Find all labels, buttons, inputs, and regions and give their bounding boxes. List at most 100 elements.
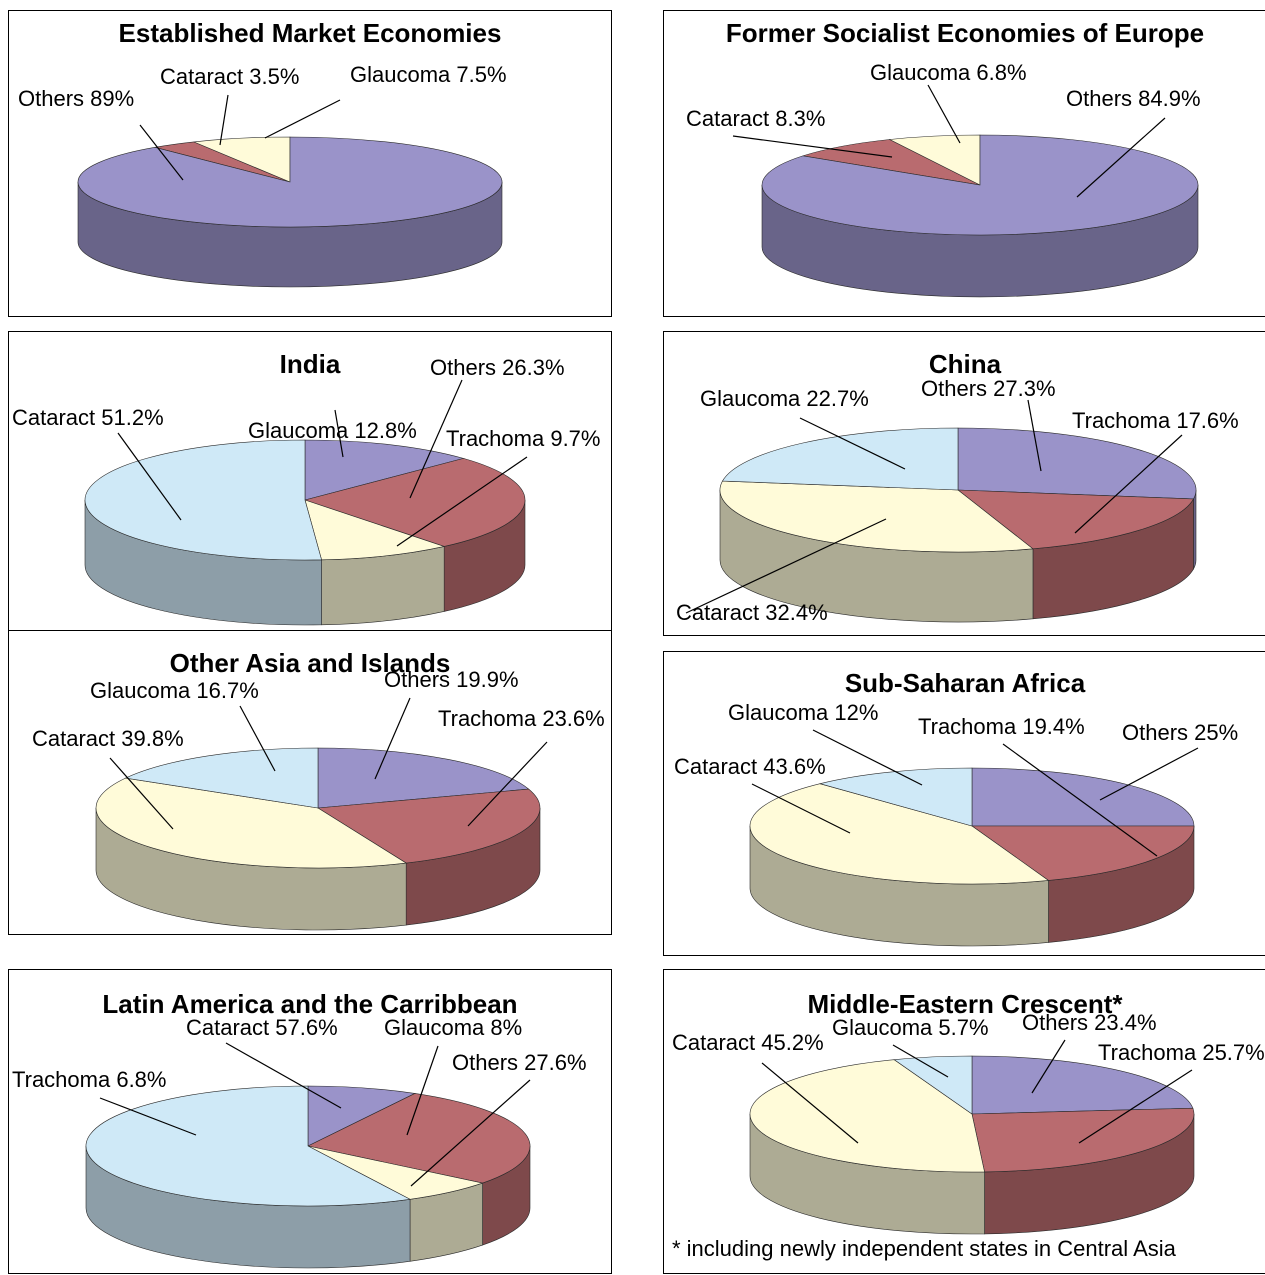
slice-label-glaucoma: Glaucoma 6.8% (870, 60, 1027, 85)
pie-chart-5: Sub-Saharan Africa Others 25% Trachoma 19.… (674, 668, 1238, 947)
chart-title: Established Market Economies (119, 18, 502, 48)
pie-group (95, 747, 541, 931)
slice-label-glaucoma: Glaucoma 12.8% (248, 418, 417, 443)
chart-panel-latin-america: Latin America and the Carribbean Glaucoma… (8, 969, 612, 1274)
slice-label-trachoma: Trachoma 17.6% (1072, 408, 1239, 433)
slice-label-cataract: Cataract 8.3% (686, 106, 825, 131)
pie-slice-cataract (749, 1059, 985, 1173)
leader-line (799, 417, 906, 470)
slice-label-cataract: Cataract 3.5% (160, 64, 299, 89)
slice-label-glaucoma: Glaucoma 16.7% (90, 678, 259, 703)
chart-panel-india: India Glaucoma 12.8% Others 26.3% Trachoma … (8, 331, 612, 631)
chart-title: Latin America and the Carribbean (102, 989, 517, 1019)
pie-slice-glaucoma (193, 136, 291, 183)
pie-group (749, 1055, 1195, 1235)
leader-line (264, 99, 341, 139)
slice-label-glaucoma: Glaucoma 22.7% (700, 386, 869, 411)
chart-title: India (280, 349, 341, 379)
slice-label-glaucoma: Glaucoma 7.5% (350, 62, 507, 87)
pie-slice-glaucoma (124, 747, 319, 809)
leader-line (1027, 399, 1042, 472)
chart-panel-other-asia: Other Asia and Islands Others 19.9% Tracho… (8, 630, 612, 935)
leader-line (1031, 1039, 1066, 1094)
slice-label-cataract: Cataract 57.6% (186, 1015, 338, 1040)
pie-slice-others (971, 767, 1195, 827)
slice-label-others: Others 27.6% (452, 1050, 587, 1075)
chart-title: Middle-Eastern Crescent* (808, 989, 1124, 1019)
pie-slice-glaucoma (721, 427, 959, 491)
leader-line (396, 456, 528, 547)
pie-slice-cataract (749, 783, 1050, 885)
leader-line (239, 705, 276, 772)
pie-slice-side-others (1193, 489, 1197, 571)
pie-slice-cataract (719, 480, 1034, 553)
pie-slice-others (957, 427, 1197, 500)
leader-line (139, 124, 184, 181)
slice-label-glaucoma: Glaucoma 8% (384, 1015, 522, 1040)
pie-slice-glaucoma (893, 1055, 973, 1115)
footnote: * including newly independent states in … (672, 1236, 1176, 1261)
leader-line (1076, 117, 1166, 198)
chart-title: Other Asia and Islands (170, 648, 451, 678)
chart-panel-established-market: Established Market Economies Others 89% Ca… (8, 10, 612, 317)
slice-label-cataract: Cataract 39.8% (32, 726, 184, 751)
slice-label-others: Others 19.9% (384, 667, 519, 692)
leader-line (1078, 1069, 1193, 1144)
slice-label-others: Others 25% (1122, 720, 1238, 745)
leader-line (374, 697, 411, 780)
leader-line (410, 1079, 531, 1187)
leader-line (225, 1042, 342, 1109)
pie-chart-1: Former Socialist Economies of Europe Othe… (686, 18, 1204, 298)
chart-title: China (929, 349, 1002, 379)
chart-title: Former Socialist Economies of Europe (726, 18, 1204, 48)
leader-line (927, 84, 961, 144)
pie-slice-glaucoma (307, 1085, 416, 1147)
pie-slice-glaucoma (304, 439, 465, 501)
pie-slice-trachoma (971, 825, 1195, 881)
pie-group (719, 427, 1197, 623)
slice-label-others: Others 27.3% (921, 376, 1056, 401)
leader-line (1074, 434, 1183, 534)
pie-chart-6: Latin America and the CarribbeanGlaucoma… (12, 989, 587, 1269)
slice-label-cataract: Cataract 51.2% (12, 405, 164, 430)
leader-line (1099, 747, 1199, 801)
slice-label-trachoma: Trachoma 6.8% (12, 1067, 166, 1092)
leader-line (732, 135, 893, 158)
pie-slice-others (77, 136, 503, 228)
leader-line (406, 1045, 439, 1136)
leader-line (812, 729, 923, 786)
slice-label-others: Others 89% (18, 86, 134, 111)
slice-label-trachoma: Trachoma 9.7% (446, 426, 600, 451)
pie-group (84, 439, 526, 626)
pie-slice-cataract (85, 1085, 411, 1207)
slice-label-trachoma: Trachoma 19.4% (918, 714, 1085, 739)
pie-group (85, 1085, 531, 1269)
slice-label-glaucoma: Glaucoma 12% (728, 700, 878, 725)
leader-line (761, 1062, 859, 1144)
pie-slice-glaucoma (818, 767, 973, 827)
chart-title: Sub-Saharan Africa (845, 668, 1086, 698)
leader-line (467, 741, 548, 827)
leader-line (1002, 743, 1158, 857)
pie-group (77, 136, 503, 288)
slice-label-cataract: Cataract 45.2% (672, 1030, 824, 1055)
slice-label-glaucoma: Glaucoma 5.7% (832, 1015, 989, 1040)
slice-label-trachoma: Trachoma 23.6% (438, 706, 605, 731)
pie-chart-0: Established Market Economies Others 89% Ca… (18, 18, 507, 288)
pie-group (761, 134, 1199, 298)
leader-line (685, 518, 887, 614)
leader-line (219, 94, 229, 146)
leader-line (409, 379, 463, 499)
leader-line (109, 757, 174, 830)
slice-label-others: Others 84.9% (1066, 86, 1201, 111)
slice-label-others: Others 23.4% (1022, 1010, 1157, 1035)
chart-panel-china: China Others 27.3% Trachoma 17.6% Cataract … (663, 331, 1265, 636)
chart-panel-former-socialist: Former Socialist Economies of Europe Othe… (663, 10, 1265, 317)
pie-slice-others (971, 1055, 1194, 1115)
pie-slice-trachoma (304, 499, 446, 561)
leader-line (892, 1044, 949, 1078)
pie-slice-trachoma (957, 489, 1195, 550)
leader-line (751, 783, 851, 834)
